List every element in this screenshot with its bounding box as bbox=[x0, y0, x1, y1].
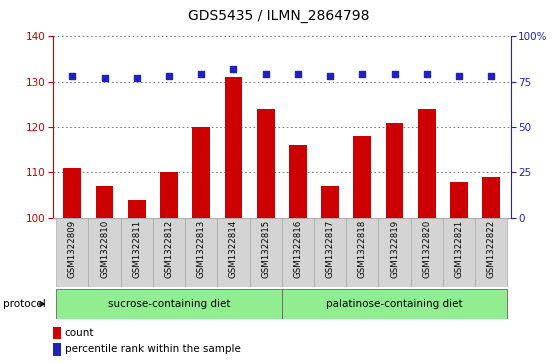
Point bbox=[68, 73, 77, 79]
Bar bbox=[353, 136, 371, 218]
FancyBboxPatch shape bbox=[121, 218, 153, 287]
Text: GSM1322821: GSM1322821 bbox=[455, 220, 464, 278]
FancyBboxPatch shape bbox=[218, 218, 249, 287]
FancyBboxPatch shape bbox=[411, 218, 443, 287]
FancyBboxPatch shape bbox=[314, 218, 346, 287]
Text: protocol: protocol bbox=[3, 299, 46, 309]
Text: GSM1322816: GSM1322816 bbox=[294, 220, 302, 278]
FancyBboxPatch shape bbox=[346, 218, 378, 287]
Bar bbox=[257, 109, 275, 218]
Bar bbox=[64, 168, 81, 218]
Bar bbox=[160, 172, 178, 218]
Point bbox=[358, 72, 367, 77]
FancyBboxPatch shape bbox=[153, 218, 185, 287]
Point bbox=[165, 73, 174, 79]
FancyBboxPatch shape bbox=[89, 218, 121, 287]
FancyBboxPatch shape bbox=[475, 218, 507, 287]
Text: GSM1322818: GSM1322818 bbox=[358, 220, 367, 278]
Text: count: count bbox=[65, 328, 94, 338]
FancyBboxPatch shape bbox=[185, 218, 218, 287]
Text: GSM1322811: GSM1322811 bbox=[132, 220, 141, 278]
Text: GSM1322809: GSM1322809 bbox=[68, 220, 77, 278]
Text: sucrose-containing diet: sucrose-containing diet bbox=[108, 299, 230, 309]
Bar bbox=[482, 177, 500, 218]
Bar bbox=[128, 200, 146, 218]
Text: GSM1322820: GSM1322820 bbox=[422, 220, 431, 278]
Bar bbox=[96, 186, 113, 218]
Point bbox=[294, 72, 302, 77]
Point bbox=[197, 72, 206, 77]
Bar bbox=[193, 127, 210, 218]
Text: GDS5435 / ILMN_2864798: GDS5435 / ILMN_2864798 bbox=[188, 9, 370, 23]
Bar bbox=[289, 145, 307, 218]
Point bbox=[455, 73, 464, 79]
FancyBboxPatch shape bbox=[282, 289, 507, 319]
Text: palatinose-containing diet: palatinose-containing diet bbox=[326, 299, 463, 309]
Text: GSM1322814: GSM1322814 bbox=[229, 220, 238, 278]
FancyBboxPatch shape bbox=[443, 218, 475, 287]
Text: GSM1322822: GSM1322822 bbox=[487, 220, 496, 278]
Point bbox=[132, 75, 141, 81]
Point bbox=[261, 72, 270, 77]
Bar bbox=[386, 123, 403, 218]
Text: percentile rank within the sample: percentile rank within the sample bbox=[65, 344, 240, 354]
Text: GSM1322810: GSM1322810 bbox=[100, 220, 109, 278]
Bar bbox=[418, 109, 436, 218]
FancyBboxPatch shape bbox=[56, 289, 282, 319]
Point bbox=[390, 72, 399, 77]
Point bbox=[422, 72, 431, 77]
Text: GSM1322819: GSM1322819 bbox=[390, 220, 399, 278]
Point bbox=[229, 66, 238, 72]
Point bbox=[100, 75, 109, 81]
Bar bbox=[53, 343, 61, 356]
Text: GSM1322812: GSM1322812 bbox=[165, 220, 174, 278]
Bar bbox=[450, 182, 468, 218]
Bar bbox=[224, 77, 242, 218]
Text: GSM1322817: GSM1322817 bbox=[326, 220, 335, 278]
FancyBboxPatch shape bbox=[249, 218, 282, 287]
Text: GSM1322813: GSM1322813 bbox=[197, 220, 206, 278]
FancyBboxPatch shape bbox=[56, 218, 89, 287]
FancyBboxPatch shape bbox=[378, 218, 411, 287]
FancyBboxPatch shape bbox=[282, 218, 314, 287]
Point bbox=[487, 73, 496, 79]
Bar bbox=[53, 327, 61, 339]
Text: GSM1322815: GSM1322815 bbox=[261, 220, 270, 278]
Bar bbox=[321, 186, 339, 218]
Point bbox=[326, 73, 335, 79]
